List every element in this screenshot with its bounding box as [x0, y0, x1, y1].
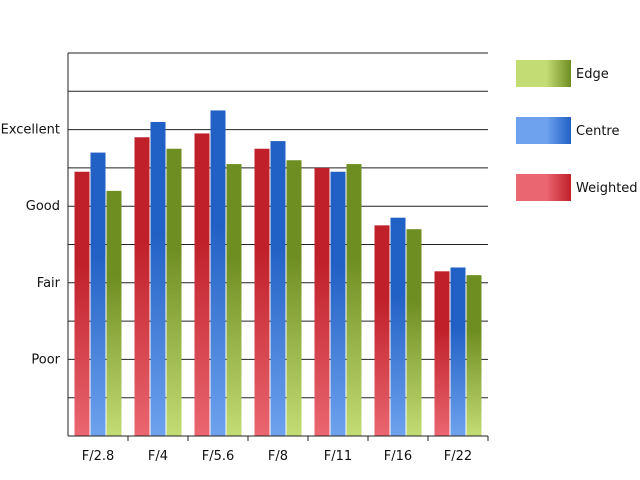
x-tick-label: F/2.8: [82, 449, 115, 464]
x-tick-labels: F/2.8 F/4 F/5.6 F/8 F/11 F/16 F/22: [82, 449, 472, 464]
x-tick-label: F/22: [444, 449, 472, 464]
bar-centre-F4: [150, 121, 166, 436]
bar-centre-F56: [210, 110, 226, 436]
legend-label-centre: Centre: [576, 124, 619, 139]
bar-edge-F22: [466, 275, 482, 436]
x-tick-label: F/4: [148, 449, 168, 464]
axes: [67, 53, 489, 441]
legend-swatch-centre: [516, 117, 571, 144]
x-tick-label: F/11: [324, 449, 352, 464]
bar-weighted-F11: [314, 167, 330, 436]
bars: [74, 110, 482, 437]
bar-weighted-F56: [194, 133, 210, 436]
y-tick-label: Excellent: [1, 123, 60, 138]
legend-swatch-weighted: [516, 174, 571, 201]
bar-weighted-F28: [74, 171, 90, 437]
y-tick-labels: Poor Fair Good Excellent: [1, 123, 61, 368]
x-tick-label: F/5.6: [202, 449, 235, 464]
legend-label-weighted: Weighted: [576, 181, 638, 196]
legend-swatch-edge: [516, 60, 571, 87]
bar-weighted-F16: [374, 225, 390, 436]
bar-edge-F11: [346, 164, 362, 436]
bar-centre-F22: [450, 267, 466, 436]
bar-edge-F28: [106, 190, 122, 436]
y-tick-label: Fair: [37, 276, 61, 291]
bar-centre-F28: [90, 152, 106, 436]
legend: Edge Centre Weighted: [516, 60, 638, 201]
bar-centre-F16: [390, 217, 406, 436]
y-tick-label: Poor: [31, 352, 60, 367]
bar-centre-F11: [330, 171, 346, 437]
bar-edge-F4: [166, 148, 182, 436]
y-tick-label: Good: [26, 199, 60, 214]
bar-weighted-F8: [254, 148, 270, 436]
bar-edge-F16: [406, 229, 422, 436]
bar-weighted-F4: [134, 137, 150, 436]
legend-label-edge: Edge: [576, 67, 609, 82]
bar-centre-F8: [270, 141, 286, 436]
bar-weighted-F22: [434, 271, 450, 436]
x-tick-label: F/16: [384, 449, 412, 464]
x-tick-label: F/8: [268, 449, 288, 464]
bar-edge-F8: [286, 160, 302, 437]
bar-edge-F56: [226, 164, 242, 436]
